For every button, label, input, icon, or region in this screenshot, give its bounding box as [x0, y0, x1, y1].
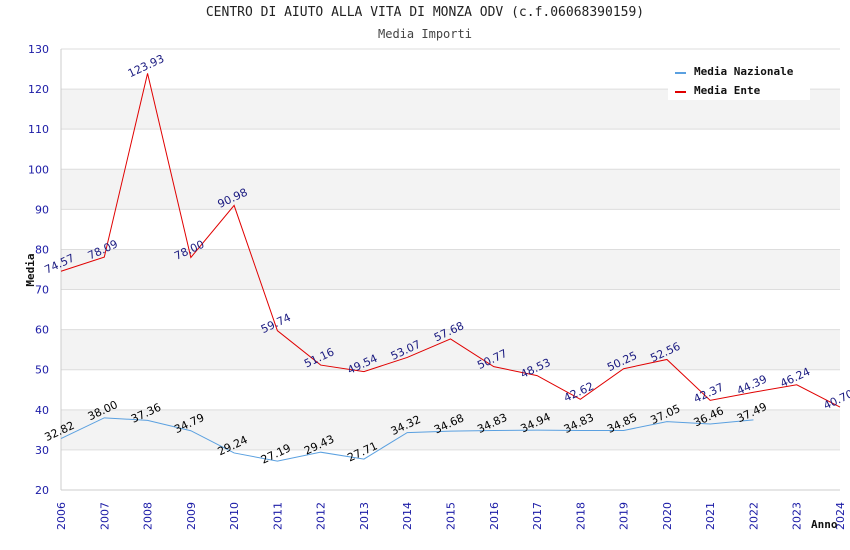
x-tick-label: 2024: [834, 502, 847, 530]
x-tick-label: 2011: [271, 502, 284, 530]
plot-band: [61, 409, 840, 450]
x-tick-label: 2019: [618, 502, 631, 530]
x-tick-label: 2017: [531, 502, 544, 530]
x-tick-label: 2012: [315, 502, 328, 530]
data-label: 40.70: [821, 387, 850, 412]
series-line: [60, 73, 841, 408]
x-axis-label: Anno: [811, 518, 838, 531]
x-tick-label: 2016: [488, 502, 501, 530]
y-axis-label: Media: [24, 253, 37, 286]
x-tick-label: 2018: [574, 502, 587, 530]
y-tick-label: 90: [35, 203, 49, 216]
y-tick-label: 20: [35, 484, 49, 497]
y-tick-label: 70: [35, 284, 49, 297]
y-tick-label: 130: [28, 43, 49, 56]
y-tick-label: 100: [28, 163, 49, 176]
x-tick-label: 2008: [142, 502, 155, 530]
x-tick-label: 2006: [55, 502, 68, 530]
legend-label: Media Ente: [694, 84, 761, 97]
x-tick-label: 2015: [445, 502, 458, 530]
x-tick-label: 2021: [704, 502, 717, 530]
chart-subtitle: Media Importi: [378, 27, 472, 41]
y-tick-label: 110: [28, 123, 49, 136]
data-label: 123.93: [126, 52, 166, 80]
data-label: 44.39: [735, 372, 769, 397]
y-tick-label: 120: [28, 83, 49, 96]
x-tick-label: 2022: [747, 502, 760, 530]
plot-band: [61, 329, 840, 370]
chart-title: CENTRO DI AIUTO ALLA VITA DI MONZA ODV (…: [205, 5, 645, 20]
legend: Media Nazionale Media Ente: [668, 60, 810, 100]
x-tick-label: 2020: [661, 502, 674, 530]
x-tick-label: 2013: [358, 502, 371, 530]
x-tick-label: 2010: [228, 502, 241, 530]
series-lines: [60, 73, 841, 462]
x-axis-ticks: 2006 2007 2008 2009 2010 2011 2012 2013 2014 2015…: [55, 502, 847, 530]
gridlines: [61, 48, 840, 491]
y-tick-label: 60: [35, 324, 49, 337]
legend-box: [668, 60, 810, 100]
legend-label: Media Nazionale: [694, 65, 794, 78]
y-tick-label: 40: [35, 404, 49, 417]
x-tick-label: 2014: [401, 502, 414, 530]
y-tick-label: 50: [35, 364, 49, 377]
data-label: 42.62: [562, 380, 596, 405]
data-label: 42.37: [692, 381, 726, 406]
x-tick-label: 2023: [791, 502, 804, 530]
y-axis-ticks: 20 30 40 50 60 70 80 90 100 110 120 130: [28, 43, 49, 497]
plot-band: [61, 169, 840, 210]
y-tick-label: 80: [35, 243, 49, 256]
y-tick-label: 30: [35, 444, 49, 457]
x-tick-label: 2009: [185, 502, 198, 530]
series-line: [60, 417, 754, 462]
x-tick-label: 2007: [98, 502, 111, 530]
axes: [60, 49, 840, 491]
plot-bands: [61, 89, 840, 450]
